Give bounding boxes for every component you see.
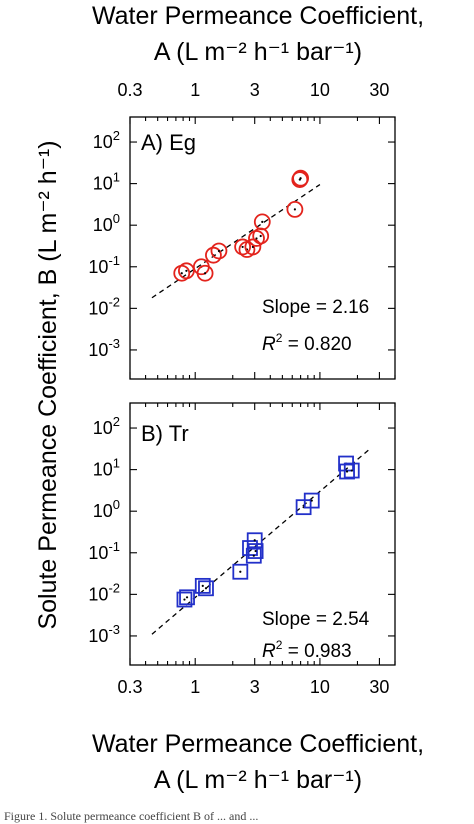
panel-b-r2: R2 = 0.983 xyxy=(262,638,352,662)
bottom-x-tick-label: 10 xyxy=(310,677,330,697)
panel-a-ytick-label: 101 xyxy=(93,170,120,194)
bottom-x-tick-label: 30 xyxy=(369,677,389,697)
panel-b-data-point-center xyxy=(310,499,313,502)
panel-a-data-point-center xyxy=(255,237,258,240)
panel-b-data-point-center xyxy=(185,596,189,599)
top-axis-title-line2: A (L m⁻² h⁻¹ bar⁻¹) xyxy=(154,38,362,66)
panel-a-eg: 10-3 10-2 10-1 100 101 102 A) Eg Slope = 2.16… xyxy=(88,116,396,380)
y-axis-title: Solute Permeance Coefficient, B (L m⁻² h… xyxy=(34,140,62,629)
panel-a-fit-line xyxy=(151,184,321,299)
panel-b-data-point-center xyxy=(345,470,349,473)
panel-a-data-point-center xyxy=(293,208,296,211)
panel-a-ticks-layer: 10-3 10-2 10-1 100 101 102 xyxy=(88,117,396,379)
panel-b-ticks-layer: 10-3 10-2 10-1 100 101 102 xyxy=(88,403,396,665)
panel-b-data-point-center xyxy=(254,549,257,553)
panel-a-data-point-center xyxy=(259,234,262,238)
panel-b-ytick-label: 10-2 xyxy=(88,580,120,604)
top-x-tick-label: 3 xyxy=(250,80,260,100)
panel-a-data-point xyxy=(244,238,262,256)
panel-a-slope: Slope = 2.16 xyxy=(262,297,369,318)
panel-a-data-point xyxy=(178,262,195,280)
panel-b-slope: Slope = 2.54 xyxy=(262,609,370,630)
panel-b-ytick-label: 100 xyxy=(93,497,120,521)
caption-fragment: Figure 1. Solute permeance coefficient B… xyxy=(4,809,258,823)
panel-b-data-point xyxy=(245,547,262,564)
panel-b-r2-symbol: R xyxy=(262,641,276,662)
panel-b-tr: 10-3 10-2 10-1 100 101 102 B) Tr Slope = 2.54… xyxy=(88,402,396,666)
panel-b-data-point-center xyxy=(204,587,208,590)
panel-a-r2-value: = 0.820 xyxy=(282,334,351,355)
bottom-x-tick-labels: 0.3 1 3 10 30 xyxy=(117,677,389,697)
panel-b-ytick-label: 102 xyxy=(93,414,120,438)
panel-b-data-point xyxy=(303,492,320,509)
panel-a-data-point xyxy=(253,213,271,231)
panel-b-data-point xyxy=(339,463,355,480)
panel-a-data-point xyxy=(196,264,214,282)
bottom-x-tick-label: 1 xyxy=(190,677,200,697)
panel-b-label: B) Tr xyxy=(141,421,189,446)
panel-b-data-point xyxy=(176,591,193,608)
panel-b-ytick-label: 10-1 xyxy=(88,539,120,563)
panel-b-ytick-label: 101 xyxy=(93,456,120,480)
panel-a-data-point-center xyxy=(241,245,244,249)
panel-b-fit-line xyxy=(151,448,370,635)
panel-b-data-point xyxy=(198,580,214,597)
bottom-x-tick-label: 0.3 xyxy=(117,677,142,697)
panel-a-data-point-center xyxy=(261,220,264,224)
panel-a-data-point-center xyxy=(185,269,188,272)
panel-b-data-point xyxy=(194,577,211,594)
panel-a-r2-symbol: R xyxy=(262,334,276,355)
bottom-axis-title-line1: Water Permeance Coefficient, xyxy=(92,730,424,758)
bottom-x-tick-label: 3 xyxy=(250,677,260,697)
panel-a-label: A) Eg xyxy=(141,130,196,155)
panel-a-points-layer xyxy=(173,169,309,282)
panel-b-r2-sup: 2 xyxy=(276,638,283,652)
panel-b-data-point-center xyxy=(350,469,353,472)
panel-b-data-point xyxy=(246,532,263,549)
panel-a-fit-layer xyxy=(151,184,321,299)
panel-a-data-point-center xyxy=(203,272,207,275)
panel-a-ytick-label: 102 xyxy=(93,128,120,152)
panel-a-ytick-label: 10-2 xyxy=(88,294,120,318)
panel-b-data-point-center xyxy=(252,554,255,557)
top-x-tick-label: 10 xyxy=(310,80,330,100)
panel-a-data-point-center xyxy=(180,272,183,275)
panel-b-data-point xyxy=(232,563,249,580)
panel-a-data-point-center xyxy=(217,249,221,253)
panel-a-data-point xyxy=(210,242,228,260)
panel-b-frame xyxy=(129,402,396,666)
panel-a-r2-sup: 2 xyxy=(276,331,283,345)
panel-b-points-layer xyxy=(176,455,360,608)
panel-b-ytick-label: 10-3 xyxy=(88,622,120,646)
panel-a-ytick-label: 10-3 xyxy=(88,336,120,360)
bottom-axis-title-line2: A (L m⁻² h⁻¹ bar⁻¹) xyxy=(154,766,362,794)
panel-b-data-point-center xyxy=(183,598,186,601)
panel-b-data-point xyxy=(179,589,195,606)
panel-b-data-point xyxy=(343,462,360,479)
panel-a-data-point xyxy=(205,246,222,264)
top-axis-title-line1: Water Permeance Coefficient, xyxy=(92,2,424,30)
panel-a-data-point-center xyxy=(299,177,302,180)
top-x-tick-labels: 0.3 1 3 10 30 xyxy=(117,80,389,100)
top-x-tick-label: 30 xyxy=(369,80,389,100)
panel-a-data-point xyxy=(248,230,265,247)
panel-a-data-point xyxy=(234,238,252,256)
panel-b-r2-value: = 0.983 xyxy=(282,641,351,662)
panel-b-data-point xyxy=(247,543,264,559)
panel-a-data-point-center xyxy=(251,245,254,249)
top-x-tick-label: 1 xyxy=(190,80,200,100)
panel-a-r2: R2 = 0.820 xyxy=(262,331,352,355)
panel-a-ytick-label: 10-1 xyxy=(88,253,120,277)
panel-a-data-point xyxy=(292,169,309,187)
panel-a-ytick-label: 100 xyxy=(93,211,120,235)
panel-a-data-point xyxy=(286,200,304,218)
top-x-tick-label: 0.3 xyxy=(117,80,142,100)
panel-b-data-point-center xyxy=(201,584,204,587)
panel-b-data-point-center xyxy=(239,570,242,573)
panel-b-fit-layer xyxy=(151,448,370,635)
panel-b-data-point-center xyxy=(253,539,256,542)
panel-a-frame xyxy=(129,116,396,380)
